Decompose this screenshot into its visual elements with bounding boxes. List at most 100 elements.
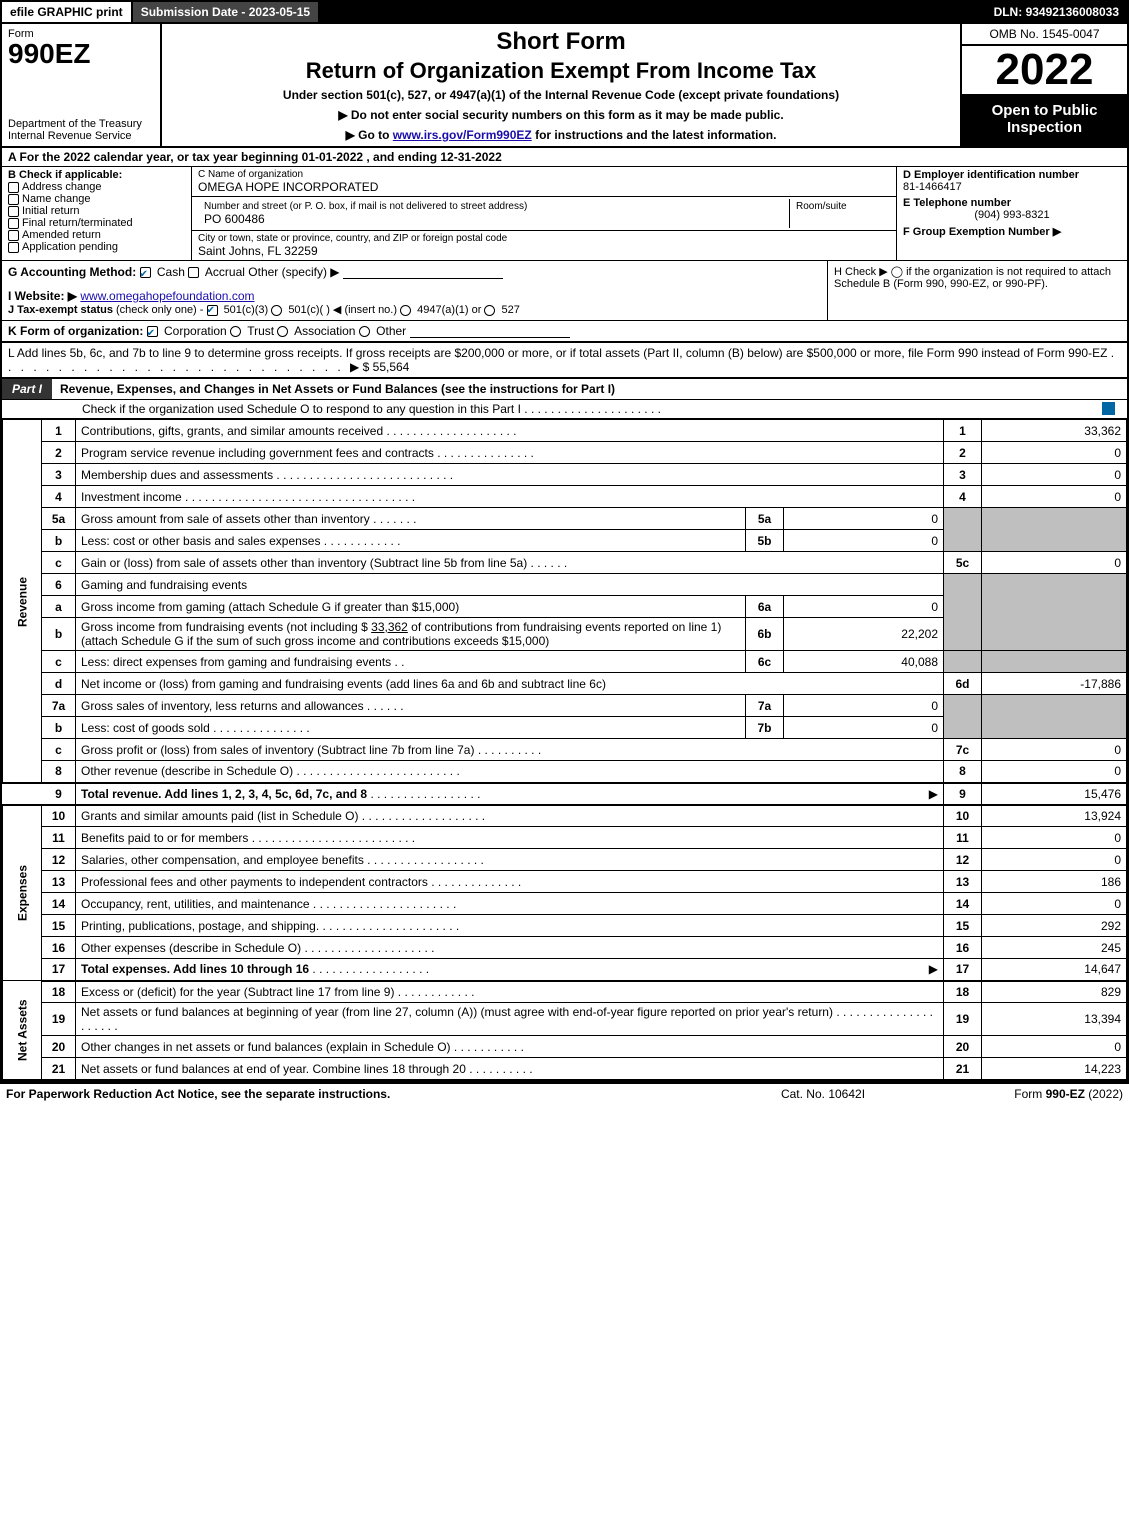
omb-number: OMB No. 1545-0047 bbox=[962, 24, 1127, 46]
e-value: (904) 993-8321 bbox=[903, 209, 1121, 221]
line-12-value: 0 bbox=[982, 849, 1127, 871]
l-text: L Add lines 5b, 6c, and 7b to line 9 to … bbox=[8, 346, 1107, 360]
footer-left: For Paperwork Reduction Act Notice, see … bbox=[6, 1087, 723, 1101]
d-label: D Employer identification number bbox=[903, 169, 1079, 181]
line-10-value: 13,924 bbox=[982, 805, 1127, 827]
submission-date-label: Submission Date - 2023-05-15 bbox=[133, 2, 318, 22]
g-other-label: Other (specify) ▶ bbox=[248, 265, 339, 279]
k-trust-checkbox[interactable] bbox=[230, 326, 241, 337]
row-k: K Form of organization: Corporation Trus… bbox=[2, 321, 1127, 343]
part-i-label: Part I bbox=[2, 379, 52, 399]
dln: DLN: 93492136008033 bbox=[986, 2, 1127, 22]
c-city-value: Saint Johns, FL 32259 bbox=[198, 244, 890, 258]
c-city-box: City or town, state or province, country… bbox=[192, 231, 896, 260]
i-website: I Website: ▶ www.omegahopefoundation.com bbox=[8, 289, 821, 303]
dept-treasury: Department of the Treasury bbox=[8, 118, 142, 130]
j-tax-exempt: J Tax-exempt status (check only one) - 5… bbox=[8, 303, 821, 316]
line-8-value: 0 bbox=[982, 761, 1127, 783]
line-5c: c Gain or (loss) from sale of assets oth… bbox=[3, 552, 1127, 574]
line-6d: d Net income or (loss) from gaming and f… bbox=[3, 673, 1127, 695]
b-title: B Check if applicable: bbox=[8, 169, 122, 181]
line-7c-value: 0 bbox=[982, 739, 1127, 761]
revenue-side-label: Revenue bbox=[3, 420, 42, 783]
line-4: 4 Investment income . . . . . . . . . . … bbox=[3, 486, 1127, 508]
header-row: Form 990EZ Department of the Treasury In… bbox=[2, 24, 1127, 148]
line-2: 2 Program service revenue including gove… bbox=[3, 442, 1127, 464]
k-other-checkbox[interactable] bbox=[359, 326, 370, 337]
h-schedule-b: H Check ▶ ◯ if the organization is not r… bbox=[827, 261, 1127, 320]
c-city-label: City or town, state or province, country… bbox=[198, 233, 890, 244]
line-9: 9 Total revenue. Add lines 1, 2, 3, 4, 5… bbox=[3, 783, 1127, 805]
b-opt-application-pending[interactable]: Application pending bbox=[8, 241, 185, 253]
i-label: I Website: ▶ bbox=[8, 289, 77, 303]
d-value: 81-1466417 bbox=[903, 181, 962, 193]
g-other-input[interactable] bbox=[343, 267, 503, 279]
line-17-value: 14,647 bbox=[982, 959, 1127, 981]
tax-year: 2022 bbox=[962, 46, 1127, 96]
part-i-header: Part I Revenue, Expenses, and Changes in… bbox=[2, 379, 1127, 400]
k-label: K Form of organization: bbox=[8, 324, 143, 338]
j-4947-checkbox[interactable] bbox=[400, 305, 411, 316]
j-4947-label: 4947(a)(1) or bbox=[417, 304, 481, 316]
row-l: L Add lines 5b, 6c, and 7b to line 9 to … bbox=[2, 343, 1127, 379]
j-527-checkbox[interactable] bbox=[484, 305, 495, 316]
goto-link[interactable]: www.irs.gov/Form990EZ bbox=[393, 128, 532, 142]
g-label: G Accounting Method: bbox=[8, 265, 136, 279]
line-21-value: 14,223 bbox=[982, 1058, 1127, 1080]
b-opt-address-change[interactable]: Address change bbox=[8, 181, 185, 193]
line-19: 19 Net assets or fund balances at beginn… bbox=[3, 1003, 1127, 1036]
expenses-side-label: Expenses bbox=[3, 805, 42, 981]
c-room-label: Room/suite bbox=[796, 201, 884, 212]
short-form-title: Short Form bbox=[168, 28, 954, 56]
k-corporation-checkbox[interactable] bbox=[147, 326, 158, 337]
line-21: 21 Net assets or fund balances at end of… bbox=[3, 1058, 1127, 1080]
dept-irs: Internal Revenue Service bbox=[8, 130, 132, 142]
line-8: 8 Other revenue (describe in Schedule O)… bbox=[3, 761, 1127, 783]
b-opt-final-return[interactable]: Final return/terminated bbox=[8, 217, 185, 229]
line-6a-value: 0 bbox=[784, 596, 944, 618]
i-website-link[interactable]: www.omegahopefoundation.com bbox=[80, 289, 254, 303]
c-street-value: PO 600486 bbox=[204, 212, 783, 226]
part-i-schedule-o-checkbox[interactable] bbox=[1102, 402, 1115, 415]
j-501c-checkbox[interactable] bbox=[271, 305, 282, 316]
col-def: D Employer identification number 81-1466… bbox=[897, 167, 1127, 260]
line-6: 6 Gaming and fundraising events bbox=[3, 574, 1127, 596]
k-other-input[interactable] bbox=[410, 326, 570, 338]
c-street-box: Number and street (or P. O. box, if mail… bbox=[192, 197, 896, 231]
efile-print-button[interactable]: efile GRAPHIC print bbox=[2, 2, 133, 22]
line-19-value: 13,394 bbox=[982, 1003, 1127, 1036]
line-5a-value: 0 bbox=[784, 508, 944, 530]
line-5c-value: 0 bbox=[982, 552, 1127, 574]
b-opt-initial-return[interactable]: Initial return bbox=[8, 205, 185, 217]
j-527-label: 527 bbox=[501, 304, 519, 316]
j-501c3-checkbox[interactable] bbox=[207, 305, 218, 316]
line-13-value: 186 bbox=[982, 871, 1127, 893]
line-7b-value: 0 bbox=[784, 717, 944, 739]
k-association-checkbox[interactable] bbox=[277, 326, 288, 337]
dln-label: DLN: bbox=[994, 5, 1026, 19]
open-to-public: Open to Public Inspection bbox=[962, 96, 1127, 146]
arrow-icon: ▶ bbox=[929, 787, 938, 801]
department: Department of the Treasury Internal Reve… bbox=[8, 118, 154, 142]
line-10: Expenses 10 Grants and similar amounts p… bbox=[3, 805, 1127, 827]
part-i-sub-text: Check if the organization used Schedule … bbox=[82, 402, 521, 416]
line-5a: 5a Gross amount from sale of assets othe… bbox=[3, 508, 1127, 530]
header-center: Short Form Return of Organization Exempt… bbox=[162, 24, 962, 146]
k-corporation-label: Corporation bbox=[164, 324, 227, 338]
arrow-icon: ▶ bbox=[929, 962, 938, 976]
f-group-exemption: F Group Exemption Number ▶ bbox=[897, 223, 1127, 240]
line-2-value: 0 bbox=[982, 442, 1127, 464]
b-opt-amended-return[interactable]: Amended return bbox=[8, 229, 185, 241]
b-opt-name-change[interactable]: Name change bbox=[8, 193, 185, 205]
g-cash-checkbox[interactable] bbox=[140, 267, 151, 278]
g-accrual-checkbox[interactable] bbox=[188, 267, 199, 278]
line-9-value: 15,476 bbox=[982, 783, 1127, 805]
line-6b-contrib-amount: 33,362 bbox=[371, 620, 408, 634]
l-amount-label: ▶ $ bbox=[350, 360, 369, 374]
line-5b-value: 0 bbox=[784, 530, 944, 552]
col-c: C Name of organization OMEGA HOPE INCORP… bbox=[192, 167, 897, 260]
line-6c: c Less: direct expenses from gaming and … bbox=[3, 651, 1127, 673]
c-name-box: C Name of organization OMEGA HOPE INCORP… bbox=[192, 167, 896, 197]
g-accounting-method: G Accounting Method: Cash Accrual Other … bbox=[8, 265, 821, 279]
line-6d-value: -17,886 bbox=[982, 673, 1127, 695]
